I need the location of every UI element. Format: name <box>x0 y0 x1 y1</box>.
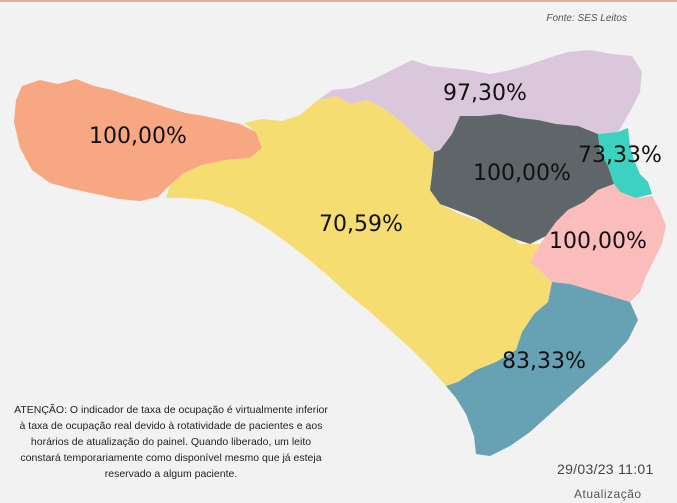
region-oeste[interactable] <box>14 79 262 201</box>
top-rule <box>0 0 677 2</box>
region-meio-oeste-serra[interactable] <box>166 96 552 386</box>
region-foz-itajai[interactable] <box>598 128 652 198</box>
region-grande-florianopolis[interactable] <box>530 184 666 302</box>
region-planalto-norte[interactable] <box>318 50 642 152</box>
label-oeste: 100,00% <box>89 124 187 149</box>
label-grande-florianopolis: 100,00% <box>549 229 647 254</box>
region-alto-vale-itajai[interactable] <box>430 114 614 244</box>
region-sul[interactable] <box>446 282 638 456</box>
label-alto-vale-itajai: 100,00% <box>473 161 571 186</box>
label-sul: 83,33% <box>502 349 586 374</box>
attention-note: ATENÇÃO: O indicador de taxa de ocupação… <box>14 404 328 480</box>
source-label: Fonte: SES Leitos <box>546 13 627 24</box>
label-foz-itajai: 73,33% <box>578 143 662 168</box>
label-meio-oeste-serra: 70,59% <box>319 212 403 237</box>
label-planalto-norte: 97,30% <box>443 81 527 106</box>
update-label: Atualização <box>574 487 642 501</box>
update-timestamp: 29/03/23 11:01 <box>557 461 654 477</box>
